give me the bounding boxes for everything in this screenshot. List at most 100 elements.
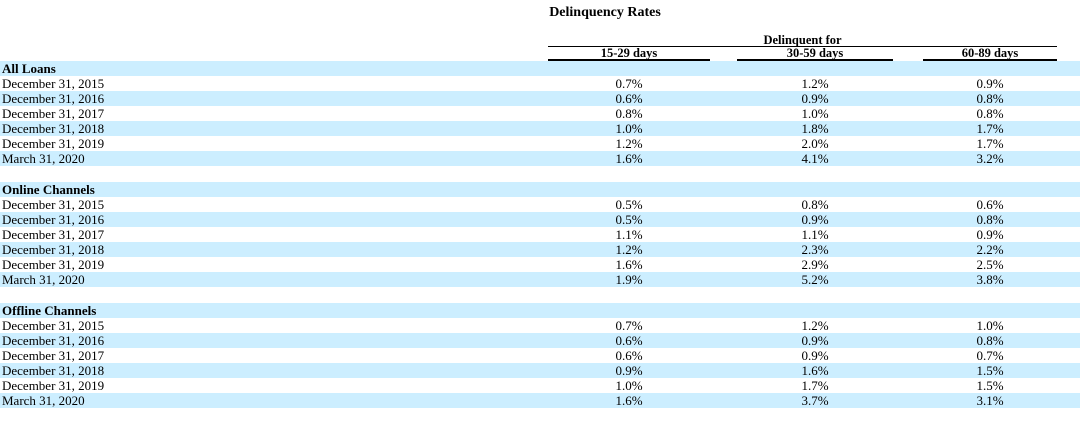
- column-header-row: 15-29 days 30-59 days 60-89 days: [0, 47, 1080, 61]
- value-cell: 1.1%: [801, 227, 829, 242]
- section-spacer: [0, 287, 1080, 303]
- value-cell: 0.5%: [615, 197, 643, 212]
- value-cell: 1.0%: [976, 318, 1004, 333]
- value-cell: 0.6%: [976, 197, 1004, 212]
- value-cell: 1.8%: [801, 121, 829, 136]
- data-row: March 31, 2020 1.6% 4.1% 3.2%: [0, 151, 1080, 166]
- value-cell: 1.0%: [801, 106, 829, 121]
- value-cell: 0.6%: [615, 348, 643, 363]
- row-label: December 31, 2015: [2, 76, 105, 91]
- row-label: December 31, 2017: [2, 106, 105, 121]
- value-cell: 1.2%: [801, 76, 829, 91]
- value-cell: 5.2%: [801, 272, 829, 287]
- row-label: December 31, 2019: [2, 378, 105, 393]
- column-header-60-89-days: 60-89 days: [923, 47, 1057, 61]
- value-cell: 0.9%: [615, 363, 643, 378]
- group-header: Delinquent for: [548, 34, 1057, 47]
- data-row: December 31, 2017 1.1% 1.1% 0.9%: [0, 227, 1080, 242]
- data-row: March 31, 2020 1.9% 5.2% 3.8%: [0, 272, 1080, 287]
- value-cell: 0.9%: [976, 76, 1004, 91]
- row-label: December 31, 2019: [2, 257, 105, 272]
- value-cell: 1.0%: [615, 121, 643, 136]
- value-cell: 0.9%: [801, 91, 829, 106]
- value-cell: 2.9%: [801, 257, 829, 272]
- value-cell: 0.9%: [801, 348, 829, 363]
- value-cell: 0.7%: [615, 318, 643, 333]
- data-row: December 31, 2016 0.5% 0.9% 0.8%: [0, 212, 1080, 227]
- data-row: December 31, 2019 1.0% 1.7% 1.5%: [0, 378, 1080, 393]
- value-cell: 2.5%: [976, 257, 1004, 272]
- value-cell: 3.2%: [976, 151, 1004, 166]
- row-label: December 31, 2016: [2, 91, 105, 106]
- value-cell: 1.6%: [615, 257, 643, 272]
- value-cell: 0.9%: [976, 227, 1004, 242]
- section-title: Online Channels: [2, 182, 95, 197]
- value-cell: 1.6%: [801, 363, 829, 378]
- data-row: December 31, 2016 0.6% 0.9% 0.8%: [0, 91, 1080, 106]
- row-label: March 31, 2020: [2, 151, 85, 166]
- data-row: March 31, 2020 1.6% 3.7% 3.1%: [0, 393, 1080, 408]
- value-cell: 1.7%: [976, 136, 1004, 151]
- value-cell: 1.5%: [976, 378, 1004, 393]
- row-label: December 31, 2016: [2, 333, 105, 348]
- value-cell: 0.7%: [976, 348, 1004, 363]
- value-cell: 1.1%: [615, 227, 643, 242]
- row-label: December 31, 2018: [2, 242, 105, 257]
- data-row: December 31, 2018 1.0% 1.8% 1.7%: [0, 121, 1080, 136]
- value-cell: 1.6%: [615, 393, 643, 408]
- row-label: December 31, 2019: [2, 136, 105, 151]
- value-cell: 1.9%: [615, 272, 643, 287]
- value-cell: 0.8%: [615, 106, 643, 121]
- value-cell: 1.6%: [615, 151, 643, 166]
- row-label: December 31, 2015: [2, 318, 105, 333]
- value-cell: 2.2%: [976, 242, 1004, 257]
- row-label: December 31, 2015: [2, 197, 105, 212]
- section-header-row: All Loans: [0, 61, 1080, 76]
- value-cell: 1.5%: [976, 363, 1004, 378]
- column-header-15-29-days: 15-29 days: [548, 47, 710, 61]
- table-body: All Loans December 31, 2015 0.7% 1.2% 0.9% De…: [0, 61, 1080, 408]
- row-label: December 31, 2018: [2, 363, 105, 378]
- data-row: December 31, 2019 1.2% 2.0% 1.7%: [0, 136, 1080, 151]
- value-cell: 3.7%: [801, 393, 829, 408]
- row-label: December 31, 2017: [2, 348, 105, 363]
- value-cell: 0.8%: [976, 212, 1004, 227]
- value-cell: 0.8%: [801, 197, 829, 212]
- value-cell: 0.5%: [615, 212, 643, 227]
- value-cell: 1.0%: [615, 378, 643, 393]
- value-cell: 3.8%: [976, 272, 1004, 287]
- row-label: March 31, 2020: [2, 393, 85, 408]
- value-cell: 1.2%: [615, 242, 643, 257]
- data-row: December 31, 2015 0.5% 0.8% 0.6%: [0, 197, 1080, 212]
- data-row: December 31, 2017 0.8% 1.0% 0.8%: [0, 106, 1080, 121]
- value-cell: 2.0%: [801, 136, 829, 151]
- value-cell: 0.8%: [976, 106, 1004, 121]
- value-cell: 0.7%: [615, 76, 643, 91]
- section-spacer: [0, 166, 1080, 182]
- section-title: All Loans: [2, 61, 56, 76]
- value-cell: 4.1%: [801, 151, 829, 166]
- value-cell: 0.6%: [615, 333, 643, 348]
- value-cell: 0.8%: [976, 333, 1004, 348]
- row-label: December 31, 2016: [2, 212, 105, 227]
- data-row: December 31, 2018 1.2% 2.3% 2.2%: [0, 242, 1080, 257]
- value-cell: 2.3%: [801, 242, 829, 257]
- value-cell: 1.7%: [801, 378, 829, 393]
- data-row: December 31, 2015 0.7% 1.2% 0.9%: [0, 76, 1080, 91]
- row-label: December 31, 2017: [2, 227, 105, 242]
- value-cell: 0.8%: [976, 91, 1004, 106]
- data-row: December 31, 2018 0.9% 1.6% 1.5%: [0, 363, 1080, 378]
- value-cell: 1.2%: [801, 318, 829, 333]
- group-header-label: Delinquent for: [763, 33, 842, 47]
- data-row: December 31, 2017 0.6% 0.9% 0.7%: [0, 348, 1080, 363]
- value-cell: 3.1%: [976, 393, 1004, 408]
- section-title: Offline Channels: [2, 303, 97, 318]
- value-cell: 0.6%: [615, 91, 643, 106]
- page-title: Delinquency Rates: [549, 5, 661, 20]
- value-cell: 1.2%: [615, 136, 643, 151]
- data-row: December 31, 2016 0.6% 0.9% 0.8%: [0, 333, 1080, 348]
- column-header-30-59-days: 30-59 days: [737, 47, 893, 61]
- data-row: December 31, 2015 0.7% 1.2% 1.0%: [0, 318, 1080, 333]
- value-cell: 0.9%: [801, 333, 829, 348]
